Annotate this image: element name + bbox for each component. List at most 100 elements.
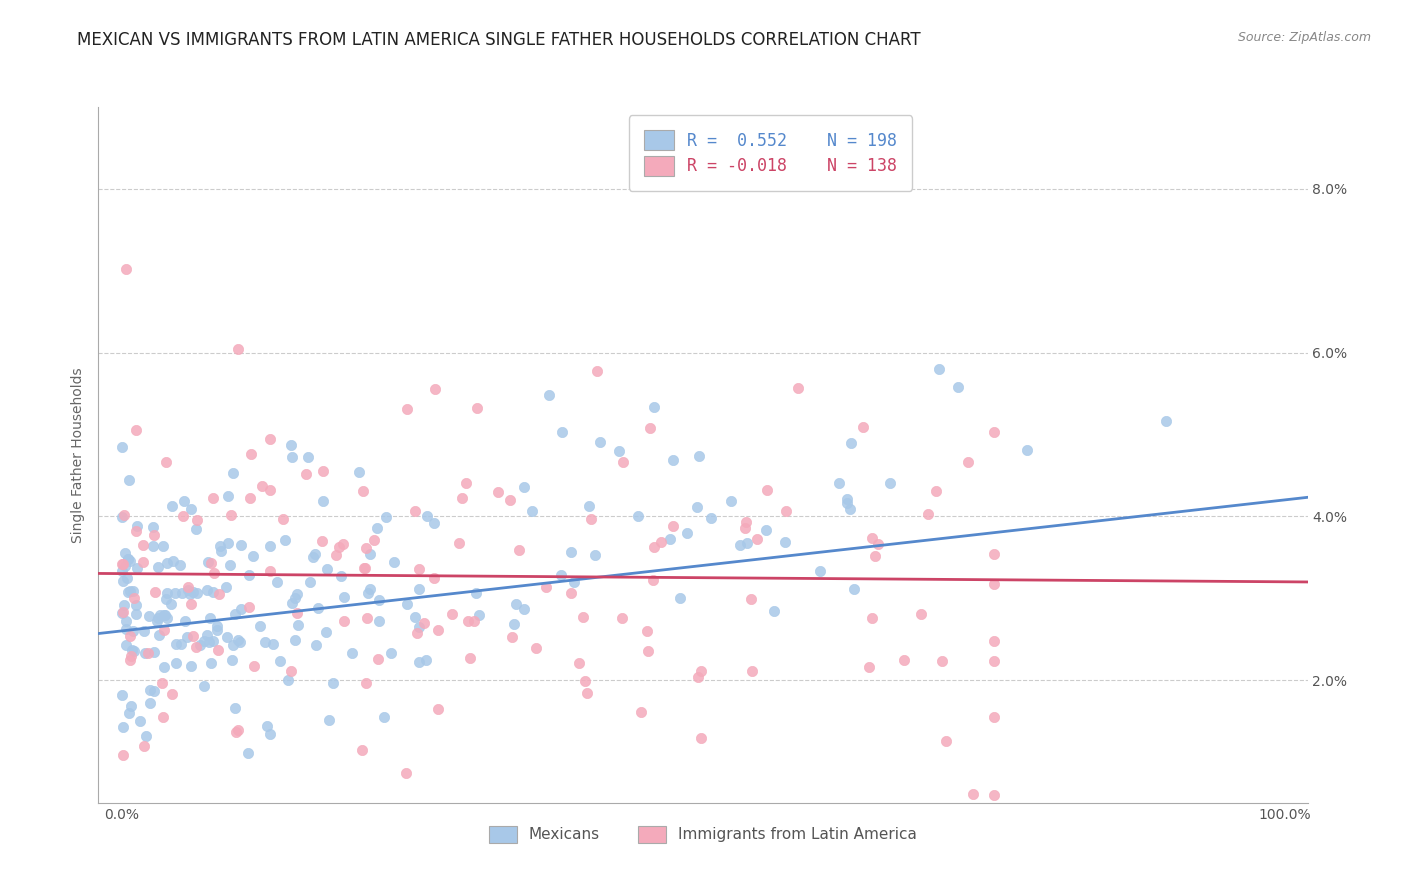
Point xyxy=(522,504,544,518)
Point xyxy=(468,607,491,622)
Point xyxy=(572,610,595,624)
Point xyxy=(935,733,957,747)
Point xyxy=(177,580,200,594)
Point xyxy=(284,632,307,647)
Point xyxy=(138,696,160,710)
Point xyxy=(198,610,221,624)
Point xyxy=(239,491,262,505)
Point xyxy=(406,625,429,640)
Point xyxy=(333,614,356,628)
Point xyxy=(773,534,796,549)
Point xyxy=(612,611,634,625)
Point xyxy=(280,665,302,679)
Point xyxy=(127,519,149,533)
Point xyxy=(689,665,711,679)
Point xyxy=(271,512,294,526)
Point xyxy=(243,659,266,673)
Point xyxy=(165,637,187,651)
Point xyxy=(852,419,875,434)
Point xyxy=(124,423,146,437)
Point xyxy=(835,496,858,510)
Point xyxy=(508,542,530,557)
Point xyxy=(315,625,337,640)
Point xyxy=(120,699,142,714)
Point xyxy=(363,533,385,547)
Point xyxy=(325,548,347,562)
Point xyxy=(755,523,778,537)
Point xyxy=(269,654,291,668)
Point xyxy=(118,706,141,720)
Point xyxy=(302,549,325,564)
Point xyxy=(568,657,591,671)
Point xyxy=(349,466,371,480)
Point xyxy=(408,620,430,634)
Point xyxy=(184,522,207,536)
Point xyxy=(366,521,388,535)
Point xyxy=(208,586,231,600)
Point xyxy=(165,586,187,600)
Point xyxy=(423,571,446,585)
Point xyxy=(128,714,150,728)
Point xyxy=(266,575,288,590)
Point xyxy=(562,575,585,590)
Point xyxy=(120,648,142,663)
Point xyxy=(155,455,177,469)
Point xyxy=(135,729,157,743)
Point xyxy=(225,725,247,739)
Point xyxy=(359,548,381,562)
Point xyxy=(124,644,146,658)
Point xyxy=(910,607,932,622)
Point xyxy=(121,642,143,657)
Point xyxy=(222,466,245,480)
Point xyxy=(114,622,136,636)
Point xyxy=(125,524,148,538)
Point xyxy=(368,592,391,607)
Point xyxy=(173,493,195,508)
Point xyxy=(215,631,238,645)
Point xyxy=(117,552,139,566)
Point xyxy=(217,489,239,503)
Point xyxy=(458,651,481,665)
Point xyxy=(928,362,950,376)
Point xyxy=(205,618,228,632)
Point xyxy=(650,534,672,549)
Point xyxy=(675,525,697,540)
Point xyxy=(305,638,328,652)
Point xyxy=(501,631,523,645)
Point xyxy=(579,512,602,526)
Point xyxy=(841,436,863,450)
Point xyxy=(115,262,138,277)
Point xyxy=(560,545,582,559)
Point xyxy=(156,585,179,599)
Point xyxy=(368,615,391,629)
Point xyxy=(395,597,418,611)
Point xyxy=(111,558,134,572)
Point xyxy=(118,584,141,599)
Point xyxy=(132,555,155,569)
Point xyxy=(755,483,778,498)
Point xyxy=(373,710,395,724)
Text: Source: ZipAtlas.com: Source: ZipAtlas.com xyxy=(1237,31,1371,45)
Point xyxy=(120,630,142,644)
Point xyxy=(575,686,598,700)
Point xyxy=(262,637,284,651)
Point xyxy=(111,720,134,734)
Point xyxy=(408,655,430,669)
Point xyxy=(184,640,207,654)
Point xyxy=(222,638,245,652)
Point xyxy=(122,624,145,639)
Point xyxy=(114,558,136,573)
Point xyxy=(465,401,488,415)
Point xyxy=(353,561,375,575)
Point xyxy=(221,508,243,523)
Point xyxy=(160,499,183,513)
Point xyxy=(983,788,1005,802)
Point xyxy=(524,641,547,656)
Point xyxy=(111,606,134,620)
Point xyxy=(350,743,373,757)
Point xyxy=(143,584,166,599)
Point xyxy=(188,638,211,652)
Point xyxy=(316,562,339,576)
Point xyxy=(143,645,166,659)
Point xyxy=(311,533,333,548)
